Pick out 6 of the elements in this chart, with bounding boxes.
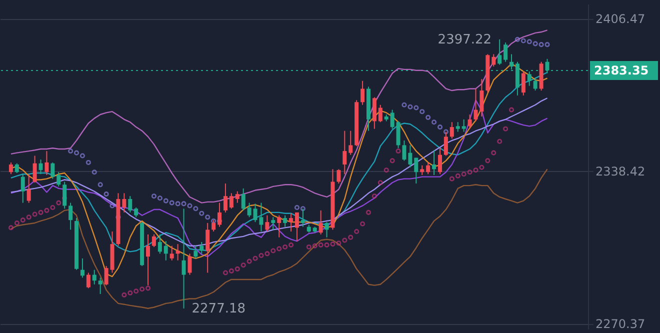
annotation: 2277.18 <box>192 301 246 316</box>
y-tick-label: 2338.42 <box>596 164 646 179</box>
y-tick-label: 2270.37 <box>596 317 646 332</box>
y-tick-label: 2406.47 <box>596 12 646 26</box>
annotation: 2397.22 <box>438 32 492 48</box>
ref-line-label: 2383.35 <box>594 63 649 78</box>
